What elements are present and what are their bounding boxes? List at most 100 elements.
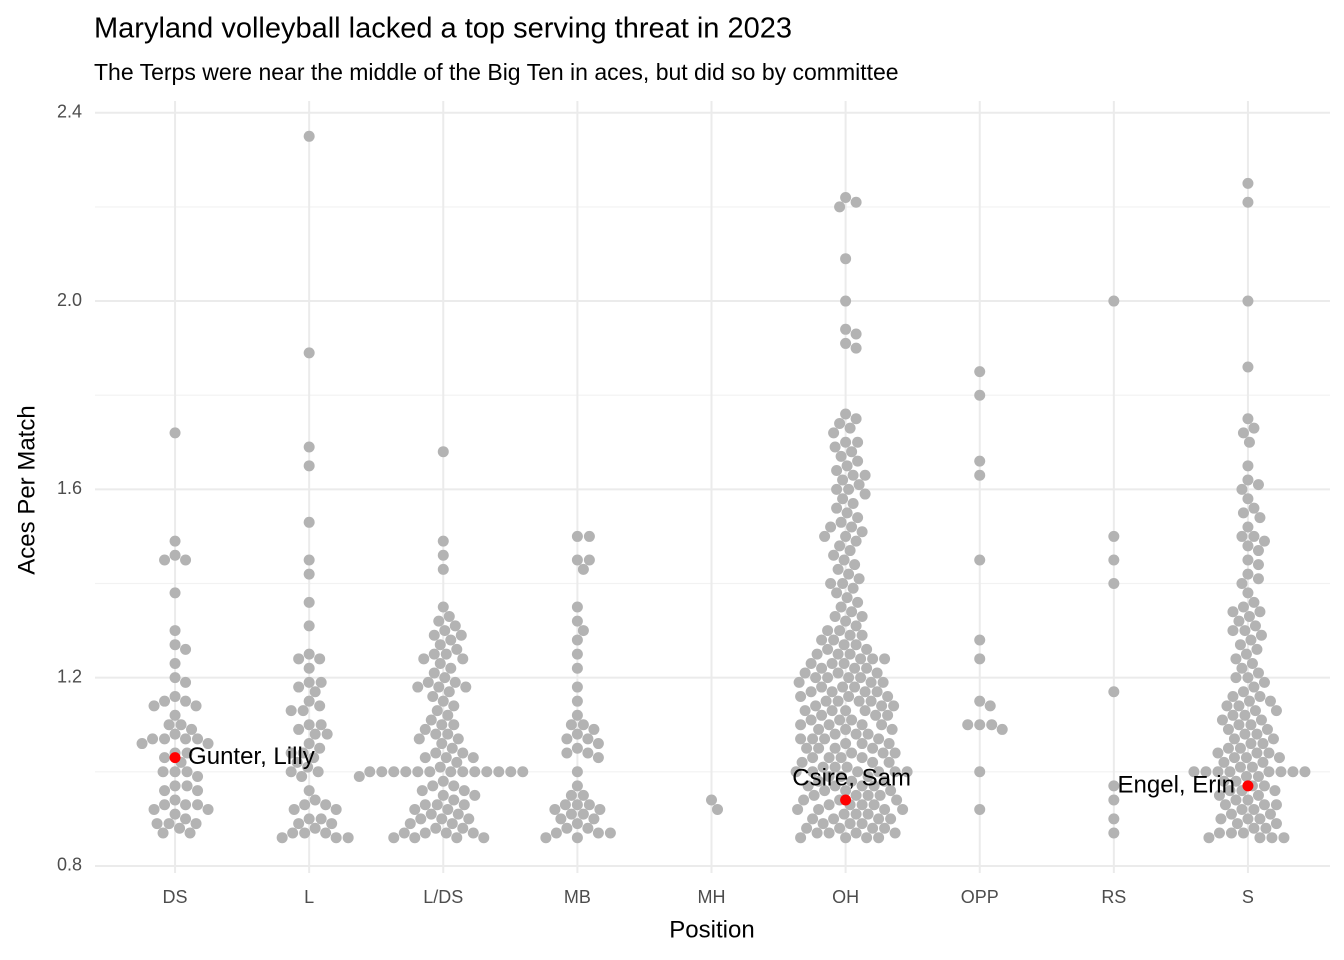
point (822, 625, 834, 637)
x-tick-label: L/DS (423, 887, 463, 907)
point (303, 460, 315, 472)
point (879, 775, 891, 787)
point (320, 827, 332, 839)
point (840, 408, 852, 420)
point (823, 827, 835, 839)
point (1237, 686, 1249, 698)
point (856, 629, 868, 641)
point (883, 738, 895, 750)
point (986, 719, 998, 731)
point (592, 752, 604, 764)
point (879, 653, 891, 665)
point (571, 766, 583, 778)
point (169, 535, 181, 547)
point (442, 709, 454, 721)
point (202, 803, 214, 815)
point (850, 808, 862, 820)
point (169, 780, 181, 792)
point (409, 832, 421, 844)
point (425, 714, 437, 726)
point (180, 643, 192, 655)
point (433, 615, 445, 627)
point (825, 578, 837, 589)
point (549, 803, 561, 815)
point (571, 695, 583, 707)
point (181, 747, 193, 759)
point (817, 761, 829, 773)
point (1251, 747, 1263, 759)
point (1213, 789, 1225, 801)
point (309, 794, 321, 806)
point (826, 686, 838, 698)
point (169, 794, 181, 806)
point (436, 738, 448, 750)
point (448, 780, 460, 792)
point (1108, 530, 1120, 542)
point (1227, 690, 1239, 702)
point (192, 771, 204, 782)
point (330, 832, 342, 844)
point (148, 700, 160, 712)
point (309, 822, 321, 834)
point (1249, 705, 1261, 717)
point (303, 516, 315, 528)
point (561, 822, 573, 834)
point (297, 747, 309, 759)
point (844, 422, 856, 434)
point (437, 775, 449, 787)
point (1243, 695, 1255, 707)
point (1242, 177, 1254, 189)
highlight-label: Csire, Sam (792, 764, 911, 791)
point (437, 563, 449, 575)
point (865, 695, 877, 707)
point (303, 676, 315, 688)
point (871, 686, 883, 698)
point (1248, 822, 1260, 834)
point (427, 690, 439, 702)
point (796, 756, 808, 768)
point (1230, 775, 1242, 787)
point (291, 756, 303, 768)
point (885, 785, 897, 797)
point (974, 455, 986, 467)
point (1248, 530, 1260, 542)
point (1252, 545, 1264, 557)
point (314, 742, 326, 754)
point (825, 521, 837, 533)
point (309, 728, 321, 740)
point (1108, 827, 1120, 839)
point (565, 808, 577, 820)
point (180, 813, 192, 825)
point (1242, 361, 1254, 373)
point (299, 827, 311, 839)
point (810, 672, 822, 684)
point (840, 295, 852, 307)
point (433, 681, 445, 693)
point (443, 610, 455, 622)
point (571, 818, 583, 830)
point (1249, 620, 1261, 632)
point (571, 780, 583, 792)
point (457, 766, 469, 778)
point (1243, 436, 1255, 448)
point (1240, 752, 1252, 764)
point (169, 625, 181, 637)
point (856, 738, 868, 750)
point (565, 719, 577, 731)
point (469, 789, 481, 801)
point (843, 483, 855, 495)
point (415, 813, 427, 825)
point (1255, 629, 1267, 641)
point (974, 389, 986, 401)
point (467, 752, 479, 764)
point (849, 662, 861, 674)
point (868, 799, 880, 811)
point (1252, 789, 1264, 801)
point (828, 549, 840, 561)
point (856, 780, 868, 792)
point (312, 766, 324, 778)
point (822, 672, 834, 684)
point (136, 738, 148, 750)
point (867, 742, 879, 754)
point (819, 733, 831, 745)
